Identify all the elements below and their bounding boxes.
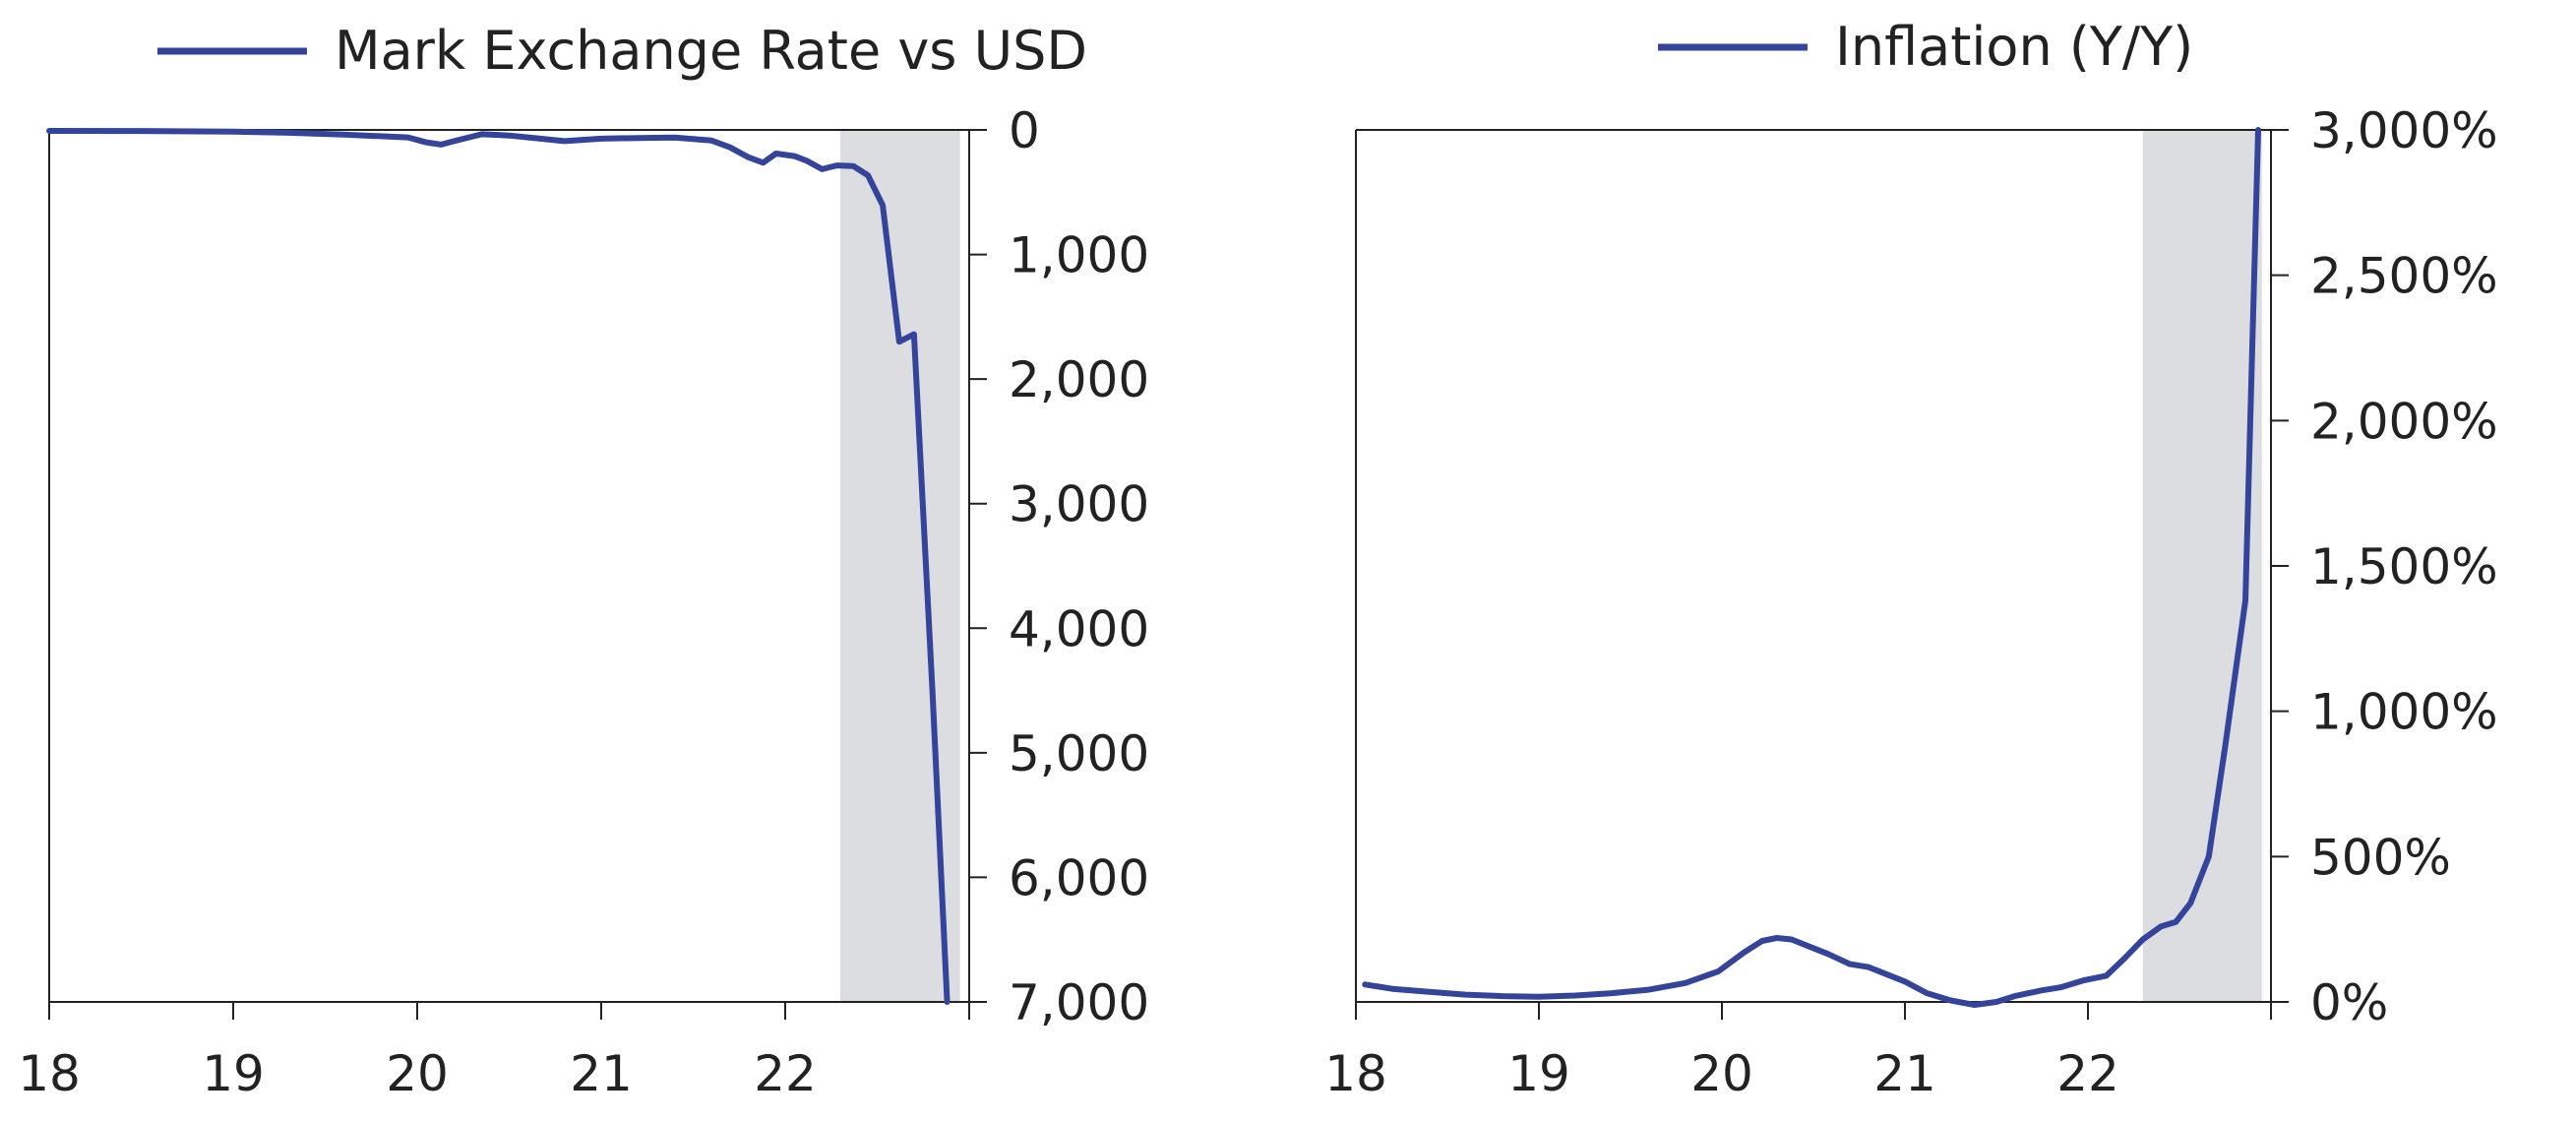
y-tick-label: 0% <box>2310 974 2388 1031</box>
y-tick-label: 2,000 <box>1009 351 1149 408</box>
y-tick-label: 7,000 <box>1009 974 1149 1031</box>
x-tick-label: 19 <box>202 1045 265 1102</box>
x-tick-label: 19 <box>1507 1045 1570 1102</box>
series-line <box>46 128 951 1005</box>
chart-panel-1: 18 19 20 21 22 0 1,000 2,000 3,000 4,000 5,000 6,00… <box>18 20 1149 1102</box>
y-tick-label: 1,500% <box>2310 538 2498 595</box>
x-tick-label: 20 <box>386 1045 449 1102</box>
x-tick-label: 21 <box>1873 1045 1936 1102</box>
x-tick-label: 18 <box>1324 1045 1387 1102</box>
y-tick-label: 3,000% <box>2310 102 2498 159</box>
y-tick-label: 6,000 <box>1009 849 1149 906</box>
x-tick-label: 22 <box>754 1045 817 1102</box>
shaded-region <box>2142 130 2262 1002</box>
y-tick-label: 0 <box>1009 102 1040 159</box>
chart-panel-2: 18 19 20 21 22 0% 500% 1,000% 1,500% 2,000% 2,500%… <box>1324 16 2497 1102</box>
y-tick-label: 2,000% <box>2310 393 2498 450</box>
y-tick-label: 3,000 <box>1009 476 1149 533</box>
y-tick-label: 4,000 <box>1009 600 1149 657</box>
x-tick-label: 18 <box>18 1045 81 1102</box>
legend-label: Mark Exchange Rate vs USD <box>335 20 1087 82</box>
y-tick-label: 1,000% <box>2310 684 2498 741</box>
x-tick-label: 22 <box>2056 1045 2119 1102</box>
y-tick-label: 2,500% <box>2310 248 2498 305</box>
series-line <box>1362 127 2261 1008</box>
x-tick-label: 20 <box>1690 1045 1753 1102</box>
y-tick-label: 500% <box>2310 829 2451 886</box>
y-tick-label: 1,000 <box>1009 227 1149 284</box>
legend-label: Inflation (Y/Y) <box>1835 16 2193 78</box>
y-tick-label: 5,000 <box>1009 725 1149 782</box>
x-tick-label: 21 <box>570 1045 633 1102</box>
